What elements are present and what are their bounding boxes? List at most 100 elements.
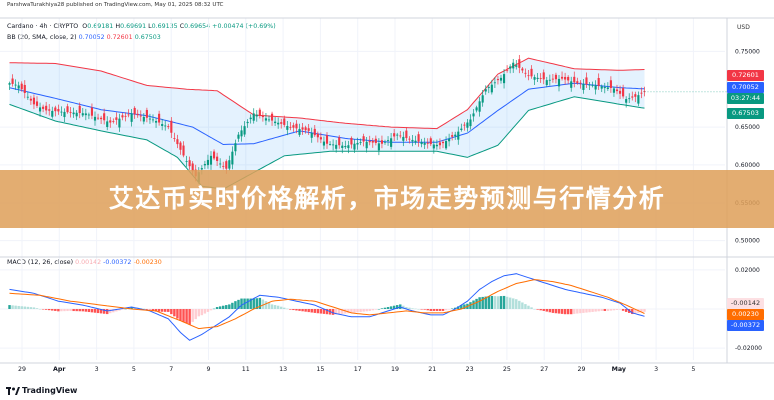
macd-hist-bar [14,305,17,309]
candle-body [289,126,292,128]
macd-hist-bar [490,295,494,309]
macd-hist-bar [102,308,106,314]
open-value: 0.69181 [87,23,114,30]
macd-hist-bar [386,307,390,309]
bb-name: BB (20, SMA, close, 2) [7,34,77,41]
main-legend[interactable]: Cardano · 4h · CRYPTO O0.69181 H0.69691 … [7,23,276,30]
macd-hist-bar [179,308,182,321]
macd-hist-bar [356,308,359,313]
x-tick-label: 27 [540,366,548,373]
macd-hist-bar [292,308,295,311]
macd-hist-bar [603,308,607,311]
candle-body [203,164,206,166]
candle-body [48,109,51,111]
candle-body [154,121,158,123]
candle-body [161,124,164,126]
macd-tag-macd: -0.00372 [727,320,764,331]
candle-body [606,87,609,89]
macd-hist-bar [337,308,341,315]
candle-body [286,125,289,130]
macd-hist-bar [643,308,646,312]
candle-body [313,128,316,136]
macd-hist-bar [249,298,252,309]
macd-hist-bar [228,304,231,309]
macd-hist-bar [365,308,368,312]
y-tick-label: 0.60000 [735,162,760,169]
candle-body [322,141,326,146]
macd-name: MACD (12, 26, close) [7,259,74,266]
candle-body [481,95,484,103]
macd-hist-bar [276,305,280,309]
macd-hist-bar [563,308,567,315]
candle-body [63,111,66,118]
macd-hist-bar [203,308,207,314]
candle-body [258,109,261,116]
macd-hist-bar [23,306,27,309]
macd-hist-bar [383,307,387,309]
candle-body [524,72,527,74]
macd-hist-bar [322,308,326,314]
candle-body [133,107,136,115]
candle-body [359,142,362,144]
macd-hist-bar [78,308,81,312]
macd-legend[interactable]: MACD (12, 26, close) 0.00142 -0.00372 -0… [7,259,162,266]
macd-hist-bar [182,308,185,323]
candle-body [121,115,124,118]
macd-hist-value: 0.00142 [75,259,102,266]
macd-hist-bar [191,308,194,322]
candle-body [243,126,246,135]
footer: TradingView [0,382,774,400]
candle-body [466,122,469,128]
attribution: ParshwaTurakhiya28 published on TradingV… [7,2,224,8]
candle-body [457,131,460,140]
candle-body [115,117,118,120]
macd-hist-bar [99,308,103,314]
candle-body [588,84,591,86]
macd-hist-bar [380,308,384,309]
macd-hist-bar [252,298,255,309]
macd-hist-bar [246,298,249,309]
x-tick-label: 11 [242,366,250,373]
macd-hist-bar [402,305,405,309]
candle-body [103,113,106,121]
candle-body [72,112,75,115]
bb-upper-value: 0.72601 [106,34,133,41]
candle-body [377,143,380,151]
x-tick-label: 3 [654,366,658,373]
candle-body [328,144,332,145]
macd-hist-bar [234,301,237,309]
candle-body [386,140,390,141]
macd-hist-bar [160,308,164,312]
x-tick-label: 23 [466,366,474,373]
candle-body [54,107,57,112]
candle-body [564,76,567,80]
candle-body [240,130,243,137]
candle-body [533,77,536,80]
macd-hist-bar [435,308,439,311]
macd-hist-bar [515,299,518,309]
candle-body [136,113,139,116]
candle-body [23,84,26,93]
x-tick-label: 7 [169,366,173,373]
macd-hist-bar [157,308,161,312]
macd-hist-bar [374,308,378,310]
macd-hist-bar [279,306,283,309]
macd-hist-bar [109,308,112,314]
macd-hist-bar [51,308,54,311]
macd-hist-bar [96,308,100,314]
bb-legend[interactable]: BB (20, SMA, close, 2) 0.70052 0.72601 0… [7,34,161,41]
candle-body [609,80,612,88]
candle-body [625,99,628,103]
candle-body [542,72,545,80]
candle-body [356,142,359,145]
macd-hist-bar [93,308,97,313]
macd-hist-bar [301,308,304,312]
candle-body [42,106,45,109]
candle-body [17,85,20,89]
candle-body [591,85,594,86]
macd-hist-bar [151,308,155,311]
candle-body [90,107,94,116]
candle-body [20,83,23,90]
macd-hist-bar [362,308,365,312]
